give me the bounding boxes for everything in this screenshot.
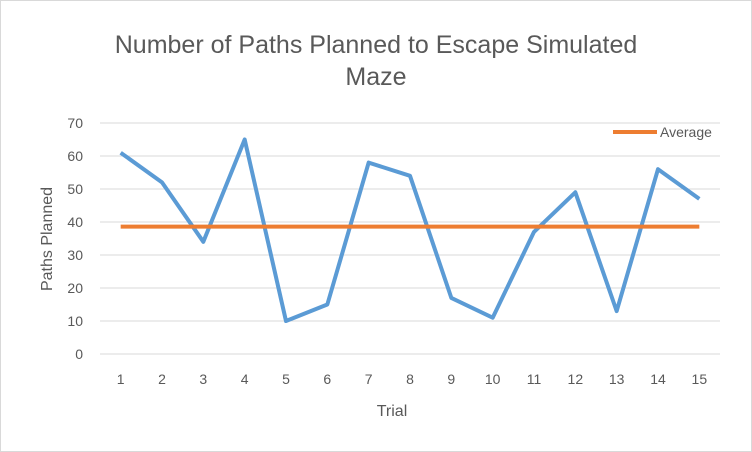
data-point — [656, 225, 660, 229]
x-tick-label: 13 — [609, 371, 625, 387]
data-point — [615, 225, 619, 229]
data-point — [656, 167, 660, 171]
chart-title-line-1: Number of Paths Planned to Escape Simula… — [115, 31, 638, 59]
y-tick-label: 20 — [67, 280, 83, 296]
x-tick-label: 5 — [282, 371, 290, 387]
y-tick-label: 10 — [67, 313, 83, 329]
data-point — [532, 225, 536, 229]
x-axis-label: Trial — [377, 403, 408, 420]
y-tick-label: 0 — [75, 346, 83, 362]
data-point — [697, 197, 701, 201]
x-tick-label: 11 — [527, 371, 542, 387]
series-lines — [119, 137, 701, 323]
y-tick-label: 40 — [67, 214, 83, 230]
data-point — [160, 180, 164, 184]
x-tick-label: 14 — [650, 371, 666, 387]
data-point — [243, 138, 247, 142]
data-point — [573, 190, 577, 194]
legend-label-average: Average — [660, 124, 712, 140]
data-point — [284, 225, 288, 229]
x-tick-label: 6 — [323, 371, 331, 387]
chart-title: Number of Paths Planned to Escape Simula… — [115, 31, 638, 91]
x-tick-label: 10 — [485, 371, 501, 387]
x-axis-ticks: 1 2 3 4 5 6 7 8 9 10 11 12 13 14 15 — [117, 371, 708, 387]
data-point — [449, 225, 453, 229]
data-point — [119, 151, 123, 155]
data-point — [697, 225, 701, 229]
chart-title-line-2: Maze — [345, 63, 406, 91]
data-point — [408, 225, 412, 229]
legend: Average — [613, 124, 712, 140]
data-point — [367, 161, 371, 165]
data-point — [119, 225, 123, 229]
data-point — [243, 225, 247, 229]
data-point — [615, 309, 619, 313]
gridlines — [100, 122, 720, 355]
y-tick-label: 70 — [67, 115, 83, 131]
y-axis-ticks: 0 10 20 30 40 50 60 70 — [67, 115, 83, 362]
y-tick-label: 50 — [67, 181, 83, 197]
data-point — [160, 225, 164, 229]
x-tick-label: 12 — [568, 371, 584, 387]
data-point — [325, 225, 329, 229]
x-tick-label: 7 — [365, 371, 373, 387]
x-tick-label: 9 — [447, 371, 455, 387]
x-tick-label: 4 — [241, 371, 249, 387]
y-tick-label: 30 — [67, 247, 83, 263]
data-point — [491, 316, 495, 320]
data-point — [325, 303, 329, 307]
data-point — [201, 240, 205, 244]
y-axis-label: Paths Planned — [39, 187, 56, 291]
data-point — [284, 319, 288, 323]
y-tick-label: 60 — [67, 148, 83, 164]
data-point — [367, 225, 371, 229]
data-point — [408, 174, 412, 178]
data-point — [532, 230, 536, 234]
x-tick-label: 2 — [158, 371, 166, 387]
data-point — [449, 296, 453, 300]
x-tick-label: 8 — [406, 371, 414, 387]
x-tick-label: 1 — [117, 371, 125, 387]
x-tick-label: 15 — [692, 371, 708, 387]
x-tick-label: 3 — [199, 371, 207, 387]
data-point — [201, 225, 205, 229]
data-point — [573, 225, 577, 229]
data-point — [491, 225, 495, 229]
series-line-paths-planned — [119, 137, 701, 323]
